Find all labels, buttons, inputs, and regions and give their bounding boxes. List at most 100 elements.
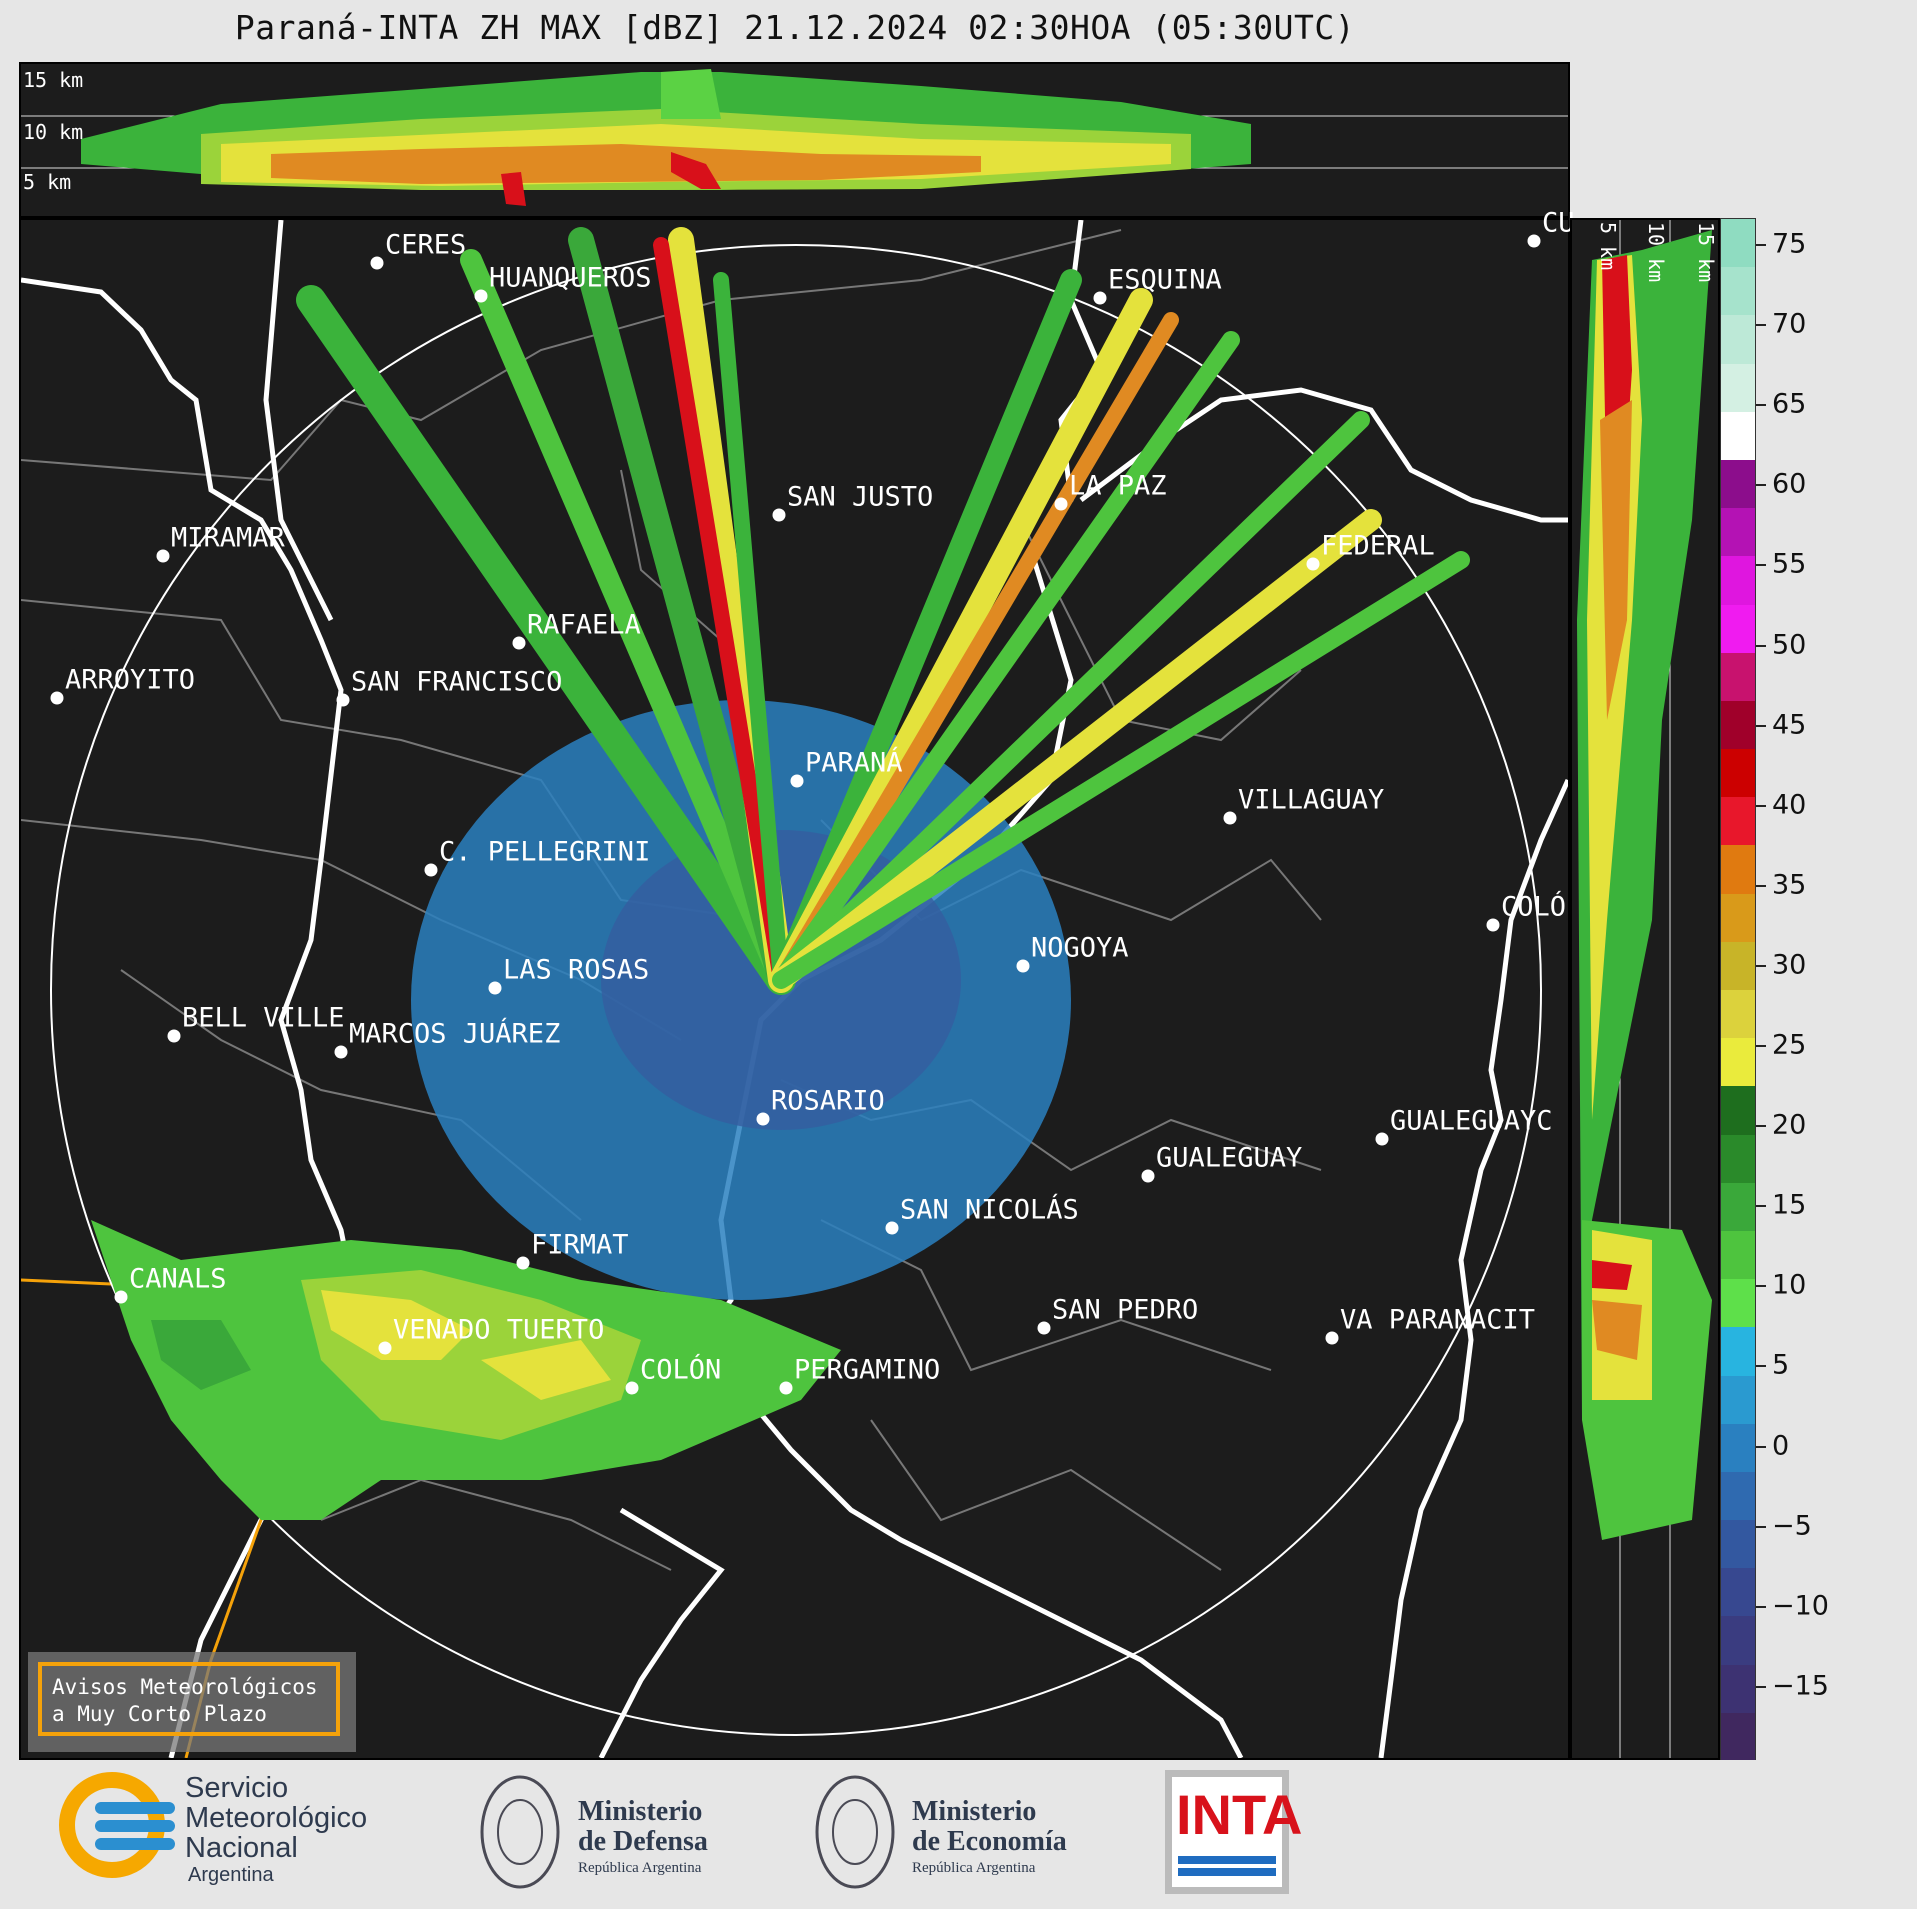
- city-dot: [336, 693, 350, 707]
- footer-logos: Servicio Meteorológico Nacional Argentin…: [0, 1760, 1917, 1909]
- defensa-line3: República Argentina: [578, 1860, 702, 1876]
- colorbar-segment: [1721, 267, 1755, 317]
- city-dot: [1093, 291, 1107, 305]
- city-dot: [1486, 918, 1500, 932]
- side-alt-label-10: 10 km: [1644, 222, 1668, 283]
- colorbar-tick-label: 10: [1772, 1269, 1807, 1301]
- colorbar-tick-label: 55: [1772, 548, 1807, 580]
- radar-spokes: [296, 227, 1470, 995]
- city-label: CERES: [385, 229, 467, 261]
- colorbar-segment: [1721, 845, 1755, 895]
- city-label: HUANQUEROS: [489, 262, 652, 294]
- economia-line2: de Economía: [912, 1826, 1067, 1857]
- colorbar-tick-label: 30: [1772, 949, 1807, 981]
- city-label: FEDERAL: [1321, 530, 1435, 562]
- colorbar-tick-mark: [1756, 1045, 1766, 1047]
- top-cross-section-echoes: [21, 69, 1568, 206]
- city-label: ARROYITO: [65, 664, 196, 696]
- city-label: MARCOS JUÁREZ: [349, 1018, 561, 1050]
- colorbar-segment: [1721, 604, 1755, 654]
- colorbar-tick-label: −15: [1772, 1670, 1829, 1702]
- colorbar-tick-mark: [1756, 244, 1766, 246]
- colorbar-segment: [1721, 1279, 1755, 1329]
- colorbar-segment: [1721, 508, 1755, 558]
- alert-box-frame: Avisos Meteorológicos a Muy Corto Plazo: [38, 1662, 340, 1736]
- top-alt-label-5: 5 km: [23, 170, 72, 194]
- city-label: ROSARIO: [771, 1085, 885, 1117]
- city-label: VA PARANACIT: [1340, 1304, 1536, 1336]
- colorbar-segment: [1721, 941, 1755, 991]
- smn-line2: Meteorológico: [185, 1802, 368, 1834]
- colorbar-segment: [1721, 459, 1755, 510]
- colorbar-tick-label: 70: [1772, 308, 1807, 340]
- colorbar-segment: [1721, 411, 1755, 461]
- colorbar-tick-mark: [1756, 804, 1766, 807]
- colorbar-tick-mark: [1756, 1205, 1766, 1208]
- city-dot: [114, 1290, 128, 1304]
- smn-line1: Servicio: [185, 1772, 289, 1804]
- colorbar-segment: [1721, 315, 1755, 365]
- city-label: FIRMAT: [531, 1229, 629, 1261]
- city-dot: [1223, 811, 1237, 825]
- colorbar-tick-mark: [1756, 564, 1766, 567]
- city-label: SAN PEDRO: [1052, 1294, 1199, 1326]
- colorbar-segment: [1721, 893, 1755, 943]
- city-dot: [50, 691, 64, 705]
- city-dot: [790, 774, 804, 788]
- colorbar-segment: [1721, 219, 1755, 269]
- colorbar-segment: [1721, 1134, 1755, 1184]
- colorbar-segment: [1721, 1520, 1755, 1570]
- colorbar-tick-mark: [1756, 1525, 1766, 1528]
- city-dot: [334, 1045, 348, 1059]
- city-dot: [167, 1029, 181, 1043]
- city-dot: [370, 256, 384, 270]
- colorbar-segment: [1721, 749, 1755, 799]
- city-dot: [885, 1221, 899, 1235]
- top-cross-section-panel: 15 km 10 km 5 km: [19, 62, 1570, 218]
- city-label: GUALEGUAY: [1156, 1142, 1303, 1174]
- colorbar-tick-mark: [1756, 1685, 1766, 1688]
- radar-map-graphics: [21, 220, 1568, 1758]
- colorbar-tick-label: 40: [1772, 789, 1807, 821]
- inta-logo: INTA: [1176, 1783, 1303, 1846]
- radar-map[interactable]: CERES HUANQUEROS ESQUINA CU LA PAZ SAN JUSTO M…: [19, 208, 1575, 1760]
- colorbar-tick-label: 45: [1772, 709, 1807, 741]
- city-label: VILLAGUAY: [1238, 784, 1385, 816]
- range-ring: [50, 244, 1542, 1736]
- colorbar-segment: [1721, 1375, 1755, 1425]
- colorbar-segment: [1721, 556, 1755, 606]
- city-label: LAS ROSAS: [503, 954, 650, 986]
- colorbar-tick-mark: [1756, 964, 1766, 967]
- colorbar-tick-mark: [1756, 644, 1766, 647]
- top-alt-label-15: 15 km: [23, 68, 84, 92]
- alert-line-2: a Muy Corto Plazo: [52, 1702, 267, 1726]
- colorbar-segment: [1721, 1712, 1755, 1762]
- colorbar-tick-mark: [1756, 324, 1766, 327]
- colorbar-segment: [1721, 1616, 1755, 1666]
- smn-line3: Nacional: [185, 1832, 298, 1864]
- city-dot: [1141, 1169, 1155, 1183]
- colorbar-segment: [1721, 990, 1755, 1040]
- chart-title: Paraná-INTA ZH MAX [dBZ] 21.12.2024 02:3…: [234, 8, 1356, 47]
- city-label: CU: [1542, 207, 1575, 239]
- reflectivity-colorbar: [1720, 218, 1756, 1762]
- colorbar-tick-mark: [1756, 1125, 1766, 1128]
- colorbar-tick-mark: [1756, 884, 1766, 887]
- city-label: COLÓ: [1501, 891, 1567, 923]
- side-alt-label-15: 15 km: [1694, 222, 1718, 283]
- colorbar-segment: [1721, 1664, 1755, 1714]
- city-dot: [1016, 959, 1030, 973]
- alert-line-1: Avisos Meteorológicos: [52, 1675, 318, 1699]
- colorbar-tick-label: 50: [1772, 629, 1807, 660]
- city-dot: [1037, 1321, 1051, 1335]
- city-label: SAN JUSTO: [787, 481, 934, 513]
- city-dot: [1325, 1331, 1339, 1345]
- economia-line3: República Argentina: [912, 1860, 1036, 1876]
- colorbar-tick-label: 25: [1772, 1029, 1807, 1061]
- colorbar-tick-mark: [1756, 484, 1766, 487]
- city-dot: [474, 289, 488, 303]
- city-dot: [378, 1341, 392, 1355]
- colorbar-tick-label: 35: [1772, 869, 1807, 901]
- colorbar-tick-mark: [1756, 1285, 1766, 1288]
- alert-box[interactable]: Avisos Meteorológicos a Muy Corto Plazo: [28, 1652, 356, 1752]
